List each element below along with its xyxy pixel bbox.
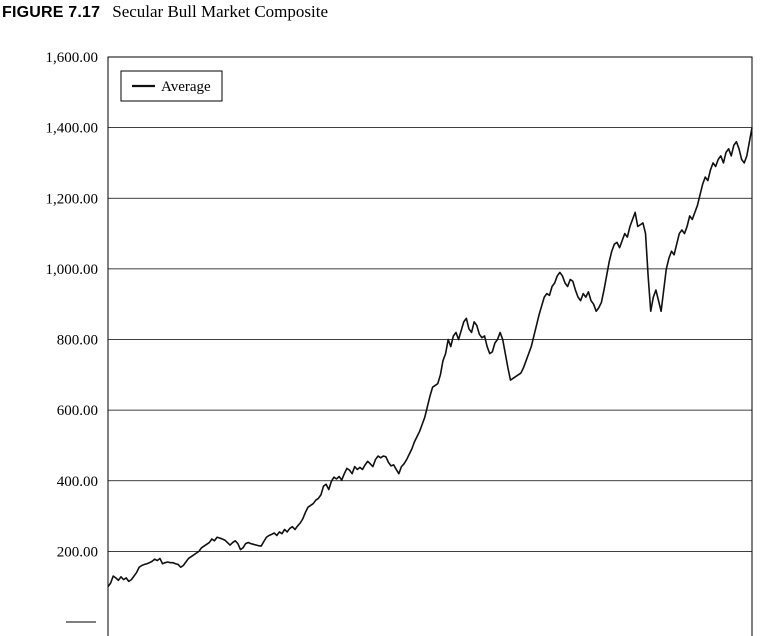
legend: Average [120,70,223,102]
y-axis-tick-labels: 200.00 400.00 600.00 800.00 1,000.00 1,200.00… [46,50,99,623]
y-tick-label: 1,000.00 [46,262,99,278]
y-tick-label: 600.00 [57,403,98,419]
figure-label: FIGURE 7.17 [2,4,101,21]
y-tick-label: 1,400.00 [46,121,99,137]
y-tick-label: 400.00 [57,474,98,490]
gridlines [108,127,752,552]
y-tick-label: 800.00 [57,333,98,349]
y-tick-label: 1,600.00 [46,50,99,66]
figure-caption: Secular Bull Market Composite [112,2,329,21]
y-tick-label: 1,200.00 [46,191,99,207]
plot-frame [107,56,753,636]
series-line-average [107,127,753,588]
legend-label-average: Average [161,79,211,95]
figure-title: FIGURE 7.17 Secular Bull Market Composite [2,2,328,22]
y-tick-label: 200.00 [57,544,98,560]
